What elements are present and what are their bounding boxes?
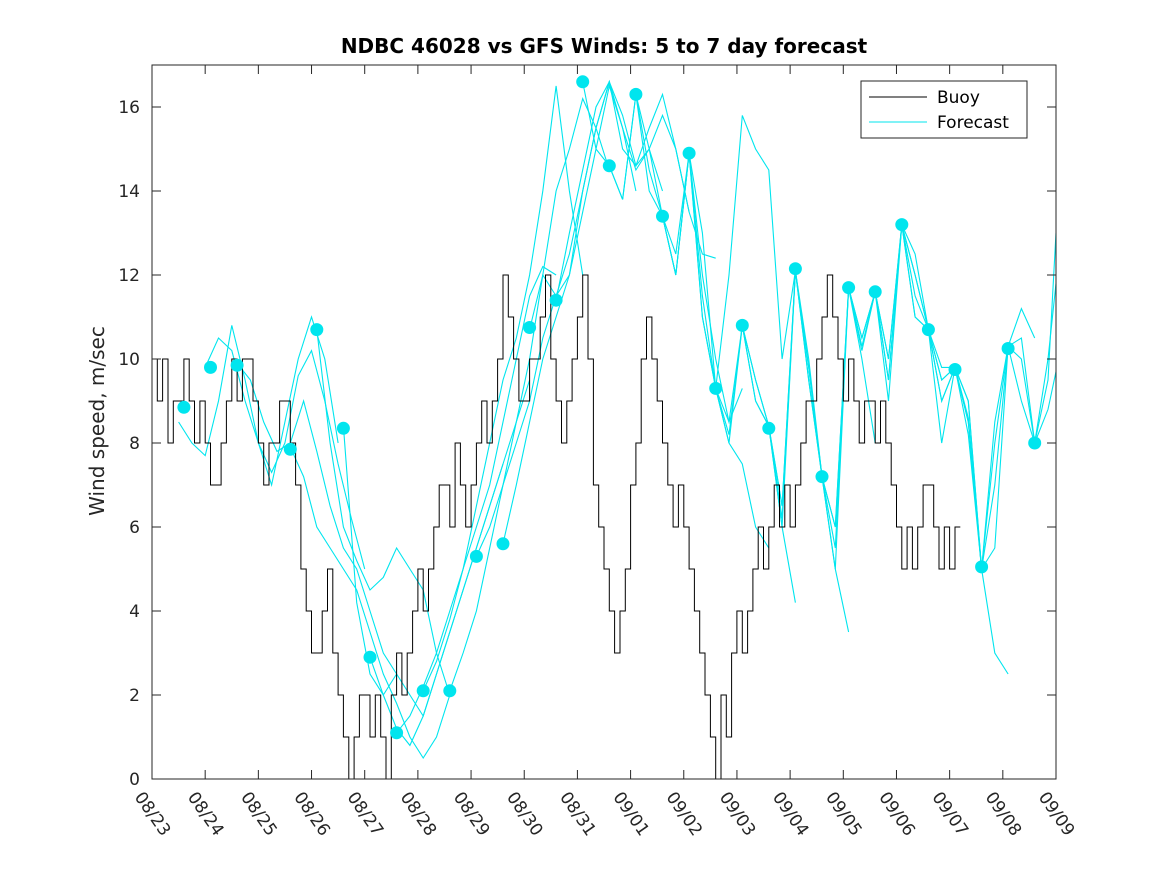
- forecast-series-1: [204, 337, 366, 570]
- forecast-series-11: [502, 83, 664, 544]
- buoy-line: [152, 274, 961, 779]
- forecast-series-19: [715, 115, 796, 389]
- forecast-marker-11: [496, 537, 510, 551]
- legend-box: [860, 80, 1028, 139]
- forecast-marker-30: [1001, 342, 1015, 355]
- forecast-marker-17: [656, 209, 669, 223]
- forecast-marker-2: [230, 358, 244, 372]
- forecast-marker-15: [602, 159, 616, 173]
- forecast-marker-6: [363, 650, 377, 664]
- forecast-marker-27: [921, 323, 935, 337]
- forecast-marker-7: [390, 726, 404, 740]
- forecast-marker-9: [443, 684, 457, 698]
- legend-forecast-label: Forecast: [937, 113, 1009, 133]
- legend-buoy-label: Buoy: [937, 88, 980, 108]
- chart-title: NDBC 46028 vs GFS Winds: 5 to 7 day fore…: [341, 34, 868, 58]
- forecast-marker-18: [682, 146, 696, 160]
- axes-frame: [151, 64, 1057, 780]
- forecast-marker-4: [310, 323, 324, 337]
- forecast-marker-19: [709, 381, 723, 395]
- forecast-series-2: [236, 362, 398, 675]
- forecast-series-13: [555, 80, 716, 301]
- y-tick-label-6: 12: [118, 266, 140, 286]
- forecast-series-20: [741, 270, 876, 528]
- forecast-marker-21: [762, 421, 776, 435]
- y-tick-label-1: 2: [129, 686, 140, 706]
- y-tick-label-7: 14: [118, 182, 140, 202]
- forecast-marker-3: [283, 442, 297, 456]
- forecast-marker-13: [549, 293, 563, 307]
- forecast-marker-22: [788, 262, 802, 276]
- forecast-marker-5: [336, 421, 350, 435]
- y-tick-label-2: 4: [129, 602, 140, 622]
- forecast-marker-1: [204, 360, 217, 374]
- forecast-marker-28: [948, 363, 962, 376]
- forecast-marker-24: [842, 281, 856, 295]
- y-tick-label-4: 8: [129, 434, 140, 454]
- forecast-series-3: [289, 446, 451, 760]
- y-tick-label-3: 6: [129, 518, 140, 538]
- forecast-marker-14: [576, 75, 590, 89]
- forecast-marker-8: [416, 684, 430, 698]
- forecast-marker-26: [895, 218, 909, 232]
- chart-legend: Buoy Forecast: [860, 80, 1028, 139]
- forecast-marker-0: [177, 400, 191, 414]
- forecast-marker-20: [735, 318, 749, 332]
- plot-frame: [151, 64, 1057, 780]
- buoy-series: [152, 274, 961, 779]
- y-axis-ticks: 0 2 4 6 8 10 12 14 16: [118, 98, 1056, 790]
- y-tick-label-0: 0: [129, 770, 140, 790]
- forecast-marker-29: [975, 560, 989, 574]
- forecast-markers: [177, 75, 1042, 740]
- forecast-series-8: [422, 85, 584, 692]
- forecast-marker-16: [629, 87, 643, 101]
- y-tick-label-8: 16: [118, 98, 140, 118]
- forecast-marker-23: [815, 470, 829, 484]
- y-tick-label-5: 10: [118, 350, 140, 370]
- forecast-marker-12: [523, 321, 537, 334]
- y-axis-label: Wind speed, m/sec: [85, 326, 109, 516]
- forecast-marker-31: [1028, 436, 1042, 450]
- forecast-marker-10: [469, 549, 483, 563]
- forecast-marker-25: [868, 285, 882, 299]
